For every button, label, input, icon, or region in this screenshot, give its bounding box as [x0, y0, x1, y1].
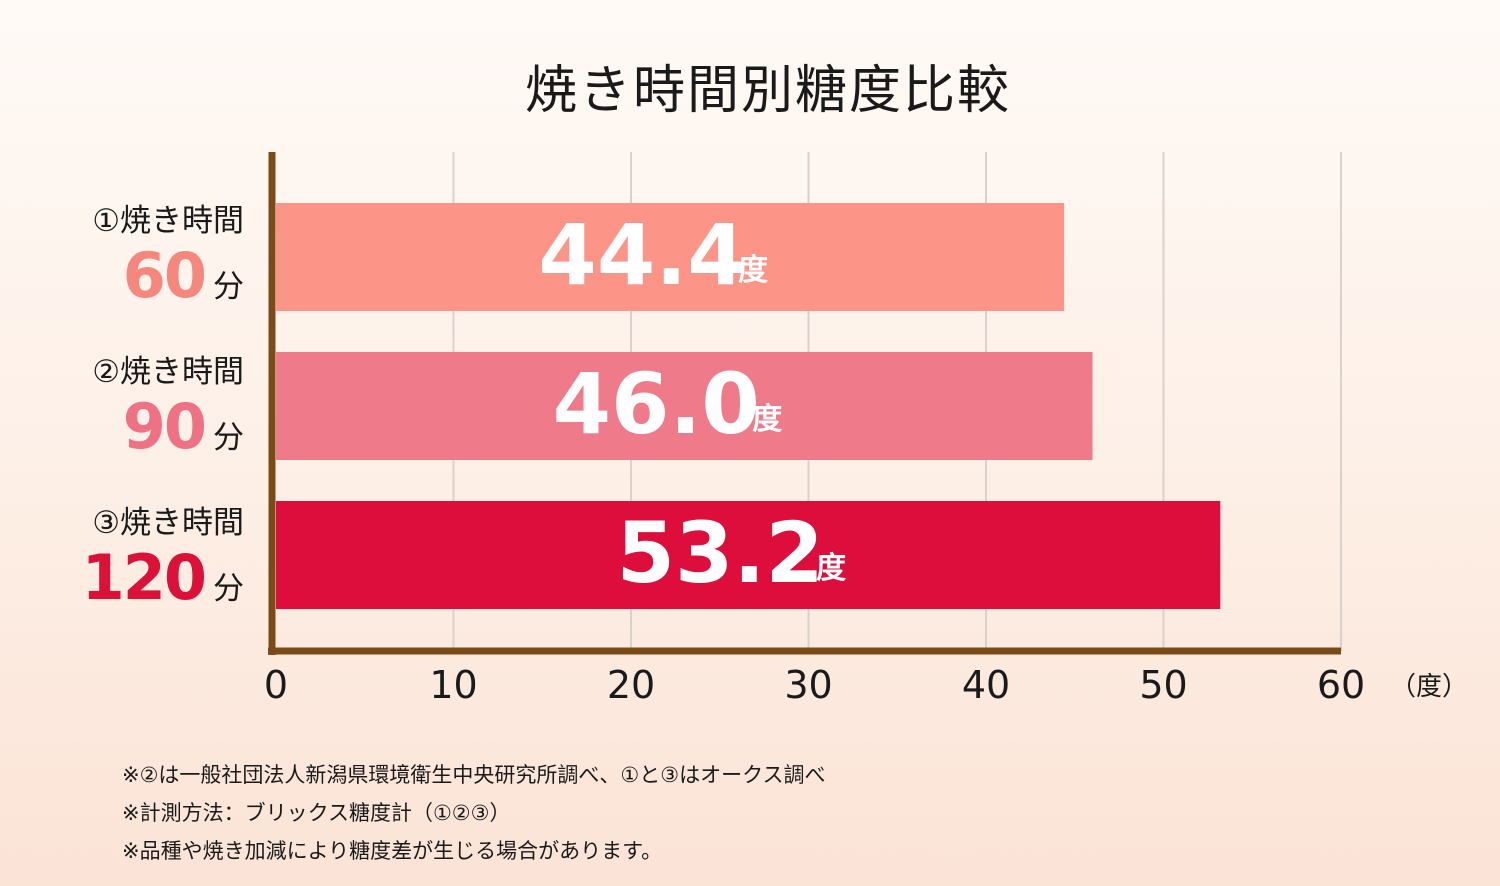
x-tick-label: 60 — [1317, 663, 1365, 707]
x-tick-label: 30 — [784, 663, 832, 707]
row-label-minutes-wrap: 60 分 — [92, 245, 244, 307]
tick-labels: 0 10 20 30 40 50 60 （度） — [264, 663, 1468, 707]
value-label-number: 53.2 — [617, 504, 824, 602]
row-minutes-unit: 分 — [213, 269, 244, 305]
value-label-number: 46.0 — [553, 355, 760, 453]
row-label-minutes-wrap: 90 分 — [92, 396, 244, 458]
footnote: ※計測方法：ブリックス糖度計（①②③） — [122, 801, 511, 825]
row-minutes: 120 — [81, 541, 207, 614]
x-tick-label: 40 — [962, 663, 1010, 707]
bar — [276, 203, 1065, 311]
value-label-unit: 度 — [816, 551, 846, 586]
value-label: 53.2度 — [617, 504, 847, 602]
row-label-2: ②焼き時間 90 分 — [92, 357, 244, 458]
row-label-text: ①焼き時間 — [92, 203, 244, 239]
bar — [276, 501, 1221, 609]
footnote: ※品種や焼き加減により糖度差が生じる場合があります。 — [122, 839, 663, 863]
value-label-unit: 度 — [752, 402, 782, 437]
x-axis-unit-label: （度） — [1390, 672, 1468, 702]
row-minutes-unit: 分 — [213, 571, 244, 607]
chart-title: 焼き時間別糖度比較 — [524, 61, 1011, 121]
x-tick-label: 0 — [264, 663, 288, 707]
row-label-3: ③焼き時間 120 分 — [82, 508, 244, 609]
value-label: 44.4度 — [538, 206, 768, 304]
value-label-unit: 度 — [738, 253, 768, 288]
value-label: 46.0度 — [553, 355, 783, 453]
row-label-1: ①焼き時間 60 分 — [92, 206, 244, 307]
footnotes: ※②は一般社団法人新潟県環境衛生中央研究所調べ、①と③はオークス調べ ※計測方法… — [122, 756, 825, 870]
row-minutes: 60 — [122, 239, 207, 312]
x-tick-label: 20 — [607, 663, 655, 707]
row-minutes-unit: 分 — [213, 420, 244, 456]
bar — [276, 352, 1093, 460]
row-minutes: 90 — [122, 390, 207, 463]
axes — [268, 152, 1341, 655]
bars — [276, 203, 1221, 609]
x-tick-label: 10 — [429, 663, 477, 707]
footnote: ※②は一般社団法人新潟県環境衛生中央研究所調べ、①と③はオークス調べ — [122, 763, 826, 787]
row-label-minutes-wrap: 120 分 — [82, 547, 244, 609]
row-label-text: ②焼き時間 — [92, 354, 244, 390]
x-tick-label: 50 — [1139, 663, 1187, 707]
value-label-number: 44.4 — [538, 206, 745, 304]
row-label-text: ③焼き時間 — [92, 505, 244, 541]
